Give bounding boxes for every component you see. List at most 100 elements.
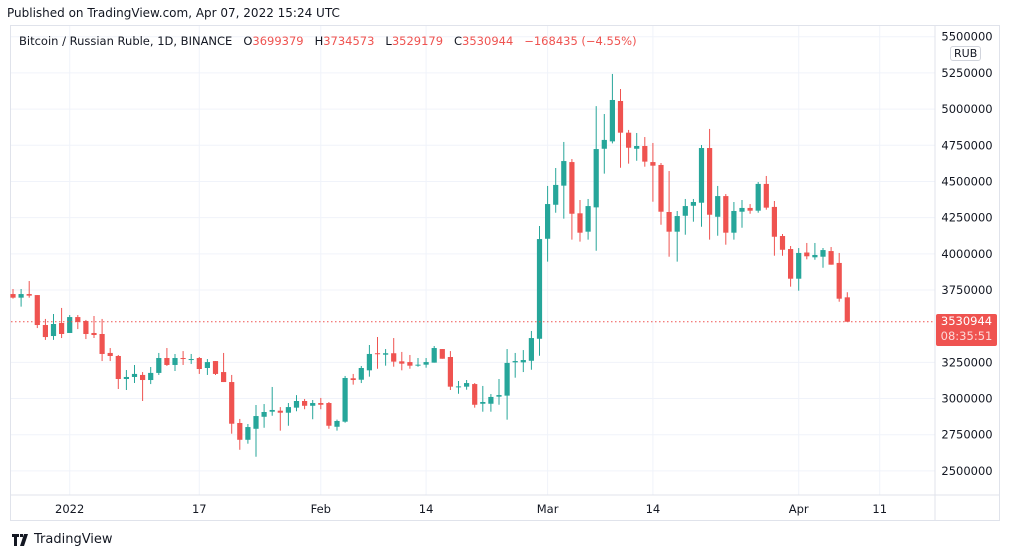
- candle[interactable]: [196, 357, 202, 374]
- candle[interactable]: [593, 106, 599, 251]
- candle[interactable]: [512, 352, 518, 378]
- candle[interactable]: [293, 395, 300, 412]
- candle[interactable]: [577, 199, 583, 242]
- candle[interactable]: [488, 394, 494, 412]
- candle[interactable]: [42, 318, 48, 340]
- candle[interactable]: [83, 319, 89, 340]
- candle[interactable]: [180, 351, 186, 365]
- candle[interactable]: [164, 348, 170, 366]
- candle[interactable]: [99, 318, 105, 362]
- candle[interactable]: [844, 292, 850, 322]
- candle[interactable]: [269, 386, 275, 416]
- candle[interactable]: [302, 398, 308, 410]
- candle[interactable]: [755, 182, 761, 213]
- candle[interactable]: [707, 128, 713, 240]
- candle[interactable]: [358, 365, 364, 384]
- candle[interactable]: [204, 359, 210, 375]
- candle[interactable]: [796, 248, 802, 291]
- candle[interactable]: [10, 288, 16, 299]
- candle[interactable]: [723, 194, 729, 245]
- candle[interactable]: [59, 307, 65, 339]
- candle[interactable]: [658, 162, 664, 225]
- candle[interactable]: [828, 247, 834, 265]
- candle[interactable]: [285, 403, 291, 426]
- candle[interactable]: [310, 399, 316, 420]
- candle[interactable]: [609, 73, 615, 144]
- candle[interactable]: [67, 315, 73, 333]
- candle[interactable]: [585, 198, 591, 240]
- candle[interactable]: [399, 351, 405, 371]
- candle[interactable]: [788, 246, 794, 287]
- candle[interactable]: [188, 353, 194, 364]
- candle[interactable]: [698, 144, 705, 227]
- time-axis[interactable]: 2022 17 Feb 14 Mar 14 Apr 11: [55, 502, 887, 516]
- candle[interactable]: [423, 358, 429, 368]
- candle[interactable]: [366, 344, 372, 377]
- candle[interactable]: [131, 364, 138, 384]
- candle[interactable]: [342, 375, 348, 423]
- candle[interactable]: [731, 202, 737, 240]
- candle[interactable]: [601, 114, 607, 174]
- candle[interactable]: [836, 252, 842, 302]
- candle[interactable]: [739, 199, 745, 228]
- candle[interactable]: [221, 352, 227, 383]
- candle[interactable]: [75, 315, 81, 330]
- candle[interactable]: [253, 405, 259, 457]
- candle[interactable]: [617, 88, 624, 168]
- candle[interactable]: [763, 175, 769, 210]
- candle[interactable]: [334, 419, 340, 431]
- candle[interactable]: [229, 374, 235, 434]
- candle[interactable]: [148, 366, 154, 385]
- candle[interactable]: [747, 204, 753, 214]
- candle[interactable]: [779, 233, 786, 256]
- candle[interactable]: [804, 242, 810, 260]
- candle[interactable]: [50, 314, 57, 340]
- candle[interactable]: [820, 248, 826, 268]
- candle[interactable]: [383, 349, 389, 366]
- candle[interactable]: [245, 424, 251, 444]
- candle[interactable]: [771, 200, 777, 256]
- candle[interactable]: [18, 288, 24, 307]
- candle[interactable]: [34, 295, 40, 329]
- candle[interactable]: [812, 242, 818, 260]
- candle[interactable]: [261, 404, 267, 428]
- candle[interactable]: [674, 210, 680, 262]
- candle[interactable]: [277, 407, 283, 431]
- candle[interactable]: [237, 418, 243, 450]
- candle[interactable]: [642, 137, 648, 167]
- candle[interactable]: [690, 198, 696, 222]
- price-axis[interactable]: 5500000 5250000 5000000 4750000 4500000 42500…: [941, 30, 992, 478]
- candle[interactable]: [212, 361, 219, 375]
- candle[interactable]: [520, 350, 526, 373]
- candle[interactable]: [107, 348, 113, 362]
- candle[interactable]: [536, 226, 543, 356]
- candle[interactable]: [91, 316, 97, 339]
- candle[interactable]: [350, 373, 356, 385]
- candle[interactable]: [561, 141, 567, 219]
- candle[interactable]: [26, 281, 32, 298]
- candle[interactable]: [431, 346, 437, 363]
- candle[interactable]: [439, 349, 445, 359]
- candle[interactable]: [455, 381, 462, 394]
- candle[interactable]: [528, 330, 534, 370]
- candle[interactable]: [650, 142, 656, 202]
- candle[interactable]: [480, 385, 486, 412]
- candle[interactable]: [666, 171, 672, 257]
- currency-badge[interactable]: RUB: [950, 46, 982, 61]
- candle[interactable]: [504, 349, 510, 420]
- candle[interactable]: [156, 352, 162, 375]
- candle[interactable]: [374, 337, 381, 369]
- candle[interactable]: [682, 198, 688, 235]
- candle[interactable]: [496, 379, 502, 405]
- candle[interactable]: [715, 185, 721, 236]
- candle[interactable]: [472, 383, 478, 408]
- candle[interactable]: [464, 380, 470, 390]
- footer-brand[interactable]: TradingView: [12, 532, 113, 547]
- candle[interactable]: [318, 397, 324, 410]
- candle[interactable]: [140, 372, 146, 401]
- candle[interactable]: [415, 358, 421, 367]
- candle[interactable]: [123, 370, 129, 390]
- candle[interactable]: [326, 402, 332, 429]
- candle[interactable]: [569, 159, 575, 240]
